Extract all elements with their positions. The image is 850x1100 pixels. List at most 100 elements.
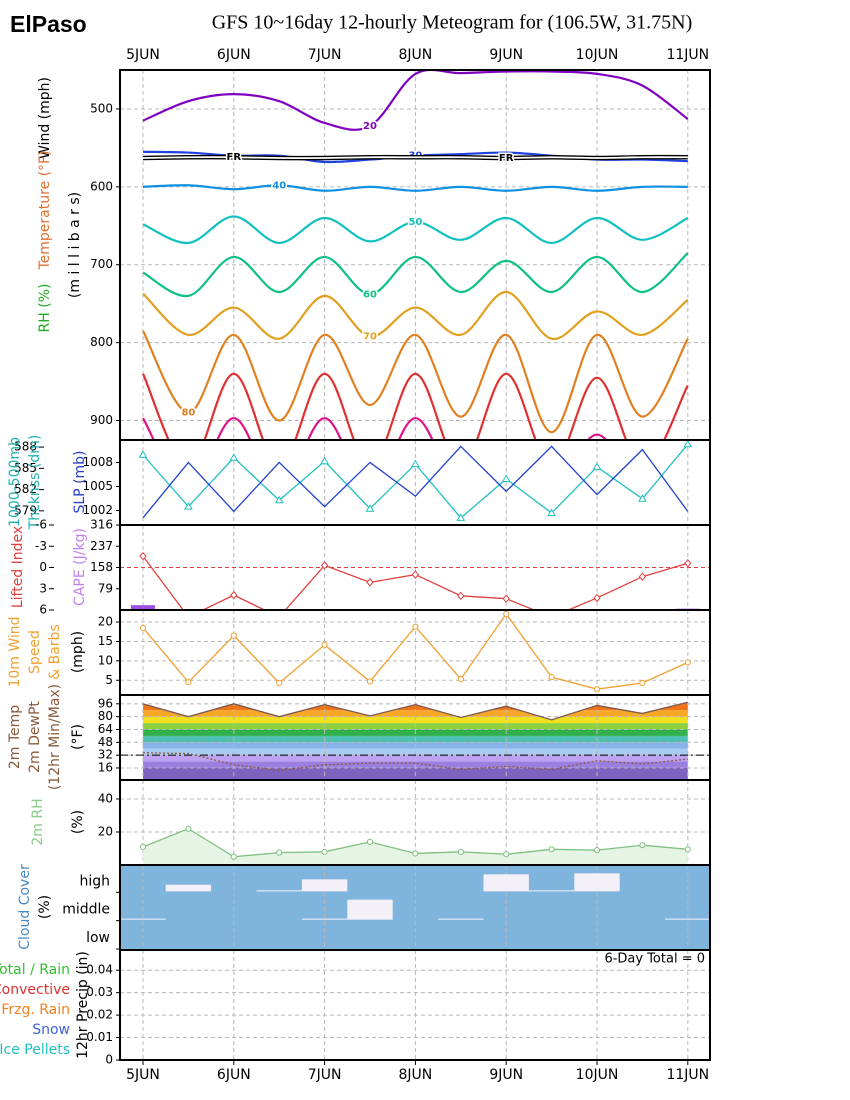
y-axis-label: Cloud Cover	[17, 864, 33, 950]
isotherm-label: 50	[408, 217, 422, 228]
x-tick-label: 7JUN	[308, 47, 342, 63]
y-tick-label: -3	[35, 539, 47, 553]
color-band	[143, 710, 688, 717]
isotherm	[142, 215, 689, 245]
isotherm-label: 20	[363, 121, 377, 132]
y-axis-label: Thcknss (dm)	[27, 435, 43, 531]
isotherm-label: 70	[363, 331, 377, 342]
y-tick-label: 0	[39, 560, 47, 574]
marker	[321, 641, 328, 649]
y-tick-label: 40	[98, 791, 113, 805]
marker	[503, 610, 510, 617]
marker	[501, 474, 511, 482]
marker	[548, 674, 555, 681]
isotherm-label: 40	[272, 180, 286, 191]
marker	[229, 453, 239, 461]
y-axis-label: 10m Wind	[7, 616, 23, 687]
y-tick-label: 582	[14, 482, 37, 496]
cloud-bar	[574, 873, 620, 892]
legend-label: Snow	[32, 1022, 70, 1038]
marker	[548, 846, 555, 853]
y-tick-label: 900	[90, 413, 113, 427]
marker	[456, 513, 466, 521]
legend-label: Total / Rain	[0, 962, 70, 978]
cloud-bar	[438, 918, 484, 920]
marker	[411, 570, 420, 579]
x-tick-label: 8JUN	[399, 47, 433, 63]
cloud-bar	[347, 899, 393, 920]
y2-tick-label: 1005	[82, 479, 113, 493]
marker	[230, 632, 237, 639]
y-tick-label: 20	[98, 615, 113, 629]
x-tick-label: 11JUN	[666, 47, 709, 63]
isotherm	[142, 252, 689, 298]
y-tick-label: 64	[98, 722, 113, 736]
cloud-bar	[301, 918, 348, 920]
panel	[120, 950, 710, 1060]
y-tick-label: 48	[98, 735, 113, 749]
marker	[185, 825, 192, 832]
marker	[457, 848, 464, 855]
x-tick-label: 9JUN	[489, 47, 523, 63]
isotherm-label: 80	[181, 408, 195, 419]
y-axis-label: (m i l l i b a r s)	[67, 192, 83, 298]
y-tick-label: 96	[98, 696, 113, 710]
y2-tick-label: 158	[90, 560, 113, 574]
y-tick-label: 20	[98, 824, 113, 838]
line	[142, 445, 689, 519]
y-axis-label: Lifted Index	[10, 526, 26, 608]
y-axis-label: & Barbs	[47, 624, 63, 680]
isotherm	[142, 417, 608, 440]
line	[142, 701, 688, 721]
isotherm	[142, 184, 688, 192]
marker	[276, 679, 283, 687]
panel	[120, 865, 710, 950]
y-axis-label: (%)	[70, 810, 86, 834]
x-tick-label: 6JUN	[217, 1067, 251, 1083]
isotherm	[142, 70, 689, 131]
x-tick-label: 7JUN	[308, 1067, 342, 1083]
marker	[457, 675, 464, 683]
y-tick-label: 579	[14, 503, 37, 517]
site-name: ElPaso	[10, 11, 87, 37]
marker	[185, 679, 192, 686]
marker	[365, 504, 375, 512]
marker	[457, 591, 465, 601]
marker	[139, 551, 147, 561]
marker	[320, 456, 329, 465]
marker	[638, 494, 647, 502]
marker	[412, 850, 419, 857]
marker	[366, 838, 374, 845]
panel	[120, 610, 710, 695]
marker	[639, 842, 646, 849]
y-tick-label: 80	[98, 709, 113, 723]
marker	[593, 593, 601, 603]
y-tick-label: 0.03	[86, 985, 113, 999]
y-tick-label: 0	[105, 1053, 113, 1067]
cloud-bar	[301, 879, 348, 892]
annotation: 6-Day Total = 0	[604, 952, 705, 967]
y-axis-label: (mph)	[70, 631, 86, 673]
marker	[366, 578, 374, 587]
isotherm-label: FR	[227, 152, 242, 163]
cloud-bar	[165, 884, 212, 892]
y-tick-label: 5	[105, 673, 113, 687]
marker	[549, 614, 555, 621]
marker	[138, 450, 148, 458]
y-tick-label: 16	[98, 760, 113, 774]
marker	[593, 686, 601, 693]
marker	[321, 848, 328, 855]
panel	[120, 695, 710, 780]
x-tick-label: 6JUN	[217, 47, 251, 63]
y-axis-label: Wind (mph)	[37, 77, 53, 159]
y-axis-label: 12hr Precip (in)	[75, 951, 91, 1059]
y-axis-label: (%)	[37, 895, 53, 919]
panel	[138, 440, 693, 525]
freezing-level-inner	[142, 156, 688, 160]
y2-tick-label: 1002	[82, 503, 113, 517]
y-axis-label: CAPE (J/kg)	[72, 528, 88, 606]
marker	[276, 614, 282, 621]
marker	[503, 851, 510, 858]
panel	[120, 780, 710, 865]
y-tick-label: middle	[62, 902, 110, 918]
